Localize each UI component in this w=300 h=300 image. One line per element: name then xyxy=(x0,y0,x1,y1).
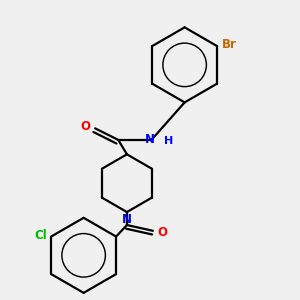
Text: N: N xyxy=(122,214,132,226)
Text: O: O xyxy=(81,120,91,134)
Text: Cl: Cl xyxy=(34,229,47,242)
Text: Br: Br xyxy=(221,38,236,51)
Text: O: O xyxy=(157,226,167,239)
Text: N: N xyxy=(145,134,155,146)
Text: H: H xyxy=(164,136,174,146)
